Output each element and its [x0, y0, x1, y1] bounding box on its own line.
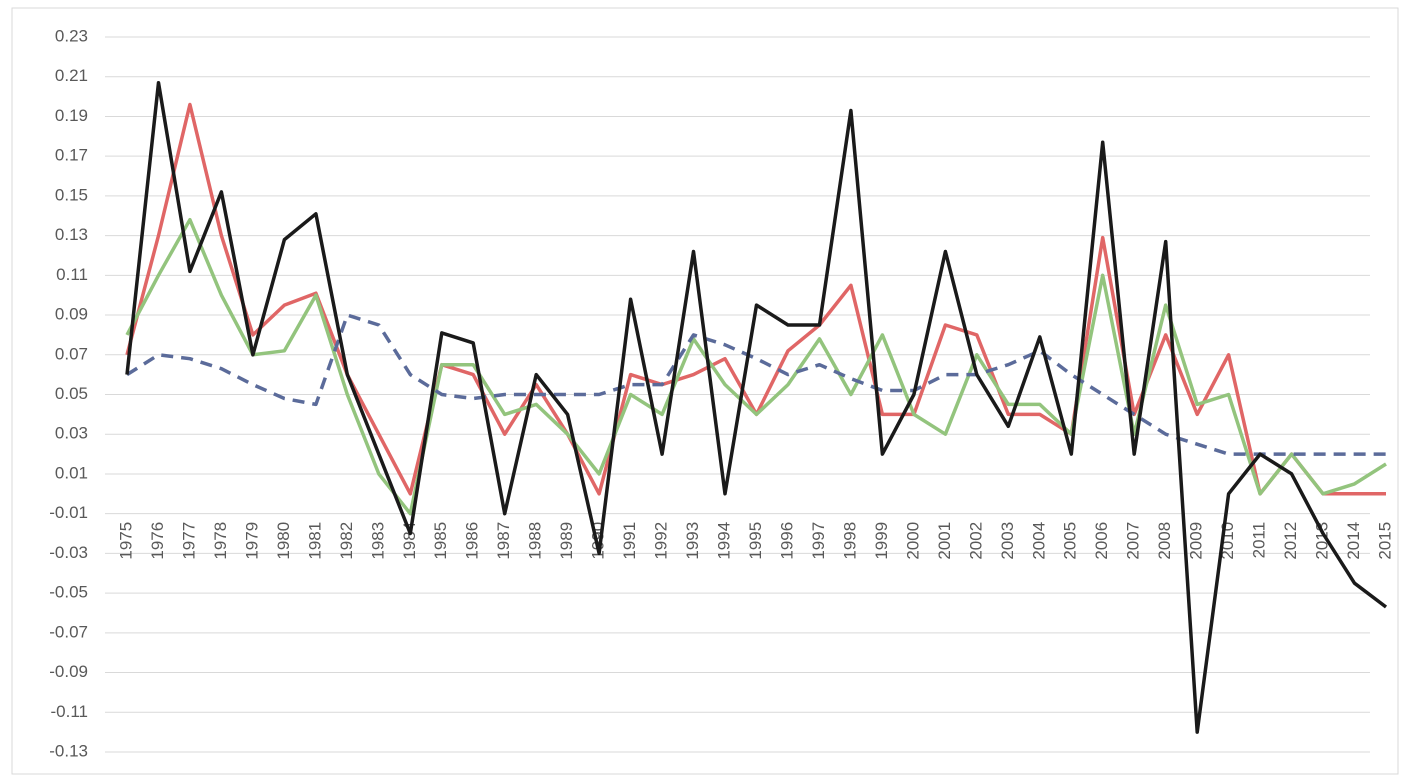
y-tick-label: -0.01: [49, 503, 88, 522]
y-tick-label: 0.03: [55, 424, 88, 443]
x-tick-label: 2004: [1029, 522, 1048, 560]
x-tick-label: 2007: [1124, 522, 1143, 560]
x-tick-label: 2013: [1313, 522, 1332, 560]
y-tick-label: 0.21: [55, 66, 88, 85]
x-tick-label: 2008: [1155, 522, 1174, 560]
x-tick-label: 1977: [179, 522, 198, 560]
y-tick-label: 0.01: [55, 463, 88, 482]
x-tick-label: 1999: [872, 522, 891, 560]
line-series: [126, 313, 1386, 456]
y-tick-label: -0.09: [49, 662, 88, 681]
x-tick-label: 2012: [1281, 522, 1300, 560]
x-tick-label: 1989: [557, 522, 576, 560]
y-tick-label: 0.07: [55, 344, 88, 363]
x-tick-label: 2003: [998, 522, 1017, 560]
chart-frame: [11, 7, 1399, 775]
y-tick-label: 0.15: [55, 185, 88, 204]
x-tick-label: 2005: [1061, 522, 1080, 560]
x-tick-label: 2002: [966, 522, 985, 560]
x-tick-label: 1991: [620, 522, 639, 560]
x-tick-label: 1978: [211, 522, 230, 560]
y-tick-label: 0.17: [55, 146, 88, 165]
y-tick-label: -0.05: [49, 583, 88, 602]
x-tick-label: 1994: [715, 522, 734, 560]
y-tick-label: 0.05: [55, 384, 88, 403]
y-tick-label: 0.13: [55, 225, 88, 244]
y-tick-label: 0.11: [56, 265, 88, 284]
x-tick-label: 2000: [903, 522, 922, 560]
x-tick-label: 1997: [809, 522, 828, 560]
x-tick-label: 2001: [935, 522, 954, 560]
x-tick-label: 1979: [242, 522, 261, 560]
x-tick-label: 1981: [305, 522, 324, 560]
x-tick-label: 1995: [746, 522, 765, 560]
x-tick-label: 1983: [368, 522, 387, 560]
x-tick-label: 2006: [1092, 522, 1111, 560]
x-tick-label: 1998: [840, 522, 859, 560]
y-tick-label: -0.11: [51, 702, 89, 721]
x-tick-label: 2014: [1344, 522, 1363, 560]
x-tick-label: 1992: [652, 522, 671, 560]
y-tick-label: 0.23: [55, 26, 88, 45]
x-tick-label: 1975: [116, 522, 135, 560]
x-tick-label: 2009: [1187, 522, 1206, 560]
x-tick-label: 1993: [683, 522, 702, 560]
y-tick-label: -0.03: [49, 543, 88, 562]
y-tick-label: -0.13: [49, 741, 88, 760]
x-tick-label: 1986: [463, 522, 482, 560]
y-tick-label: 0.19: [55, 106, 88, 125]
x-tick-label: 1976: [148, 522, 167, 560]
x-tick-label: 1982: [337, 522, 356, 560]
x-tick-label: 1988: [526, 522, 545, 560]
line-series: [125, 217, 1387, 516]
y-tick-label: -0.07: [49, 622, 88, 641]
x-tick-label: 1980: [274, 522, 293, 560]
x-tick-label: 1985: [431, 522, 450, 560]
x-tick-label: 1996: [777, 522, 796, 560]
x-tick-label: 2011: [1250, 522, 1269, 559]
line-series: [125, 80, 1388, 734]
x-tick-label: 2015: [1375, 522, 1394, 560]
x-tick-label: 1984: [400, 522, 419, 560]
x-tick-label: 1987: [494, 522, 513, 560]
y-tick-label: 0.09: [55, 305, 88, 324]
